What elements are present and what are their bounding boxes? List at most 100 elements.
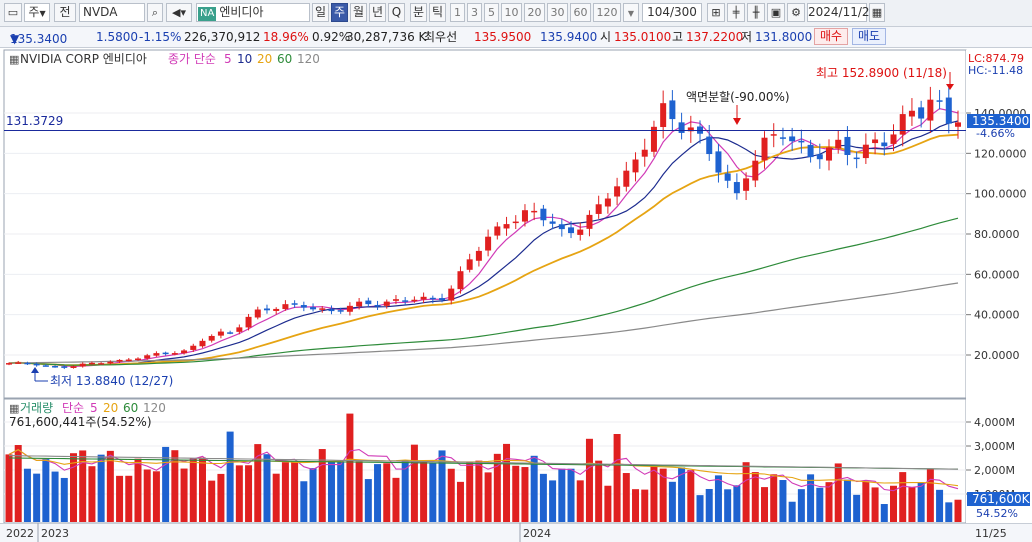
minute-30[interactable]: 30 <box>547 3 568 22</box>
candle-body <box>310 307 317 310</box>
candle-body <box>521 210 528 222</box>
period-month[interactable]: 월 <box>350 3 367 22</box>
candle-body <box>337 310 344 312</box>
count-field[interactable]: 104/300 <box>642 3 702 22</box>
volume-bar <box>235 465 243 522</box>
volume-bar <box>23 468 31 522</box>
period-day[interactable]: 일 <box>312 3 329 22</box>
high-value: 137.2200 <box>686 30 744 44</box>
candle-type-icon[interactable]: ╪ <box>727 3 745 22</box>
candle-body <box>816 154 823 160</box>
buy-button[interactable]: 매수 <box>814 28 848 45</box>
ma-legend-5: 5 <box>224 52 232 66</box>
candle-body <box>254 309 261 318</box>
candle-body <box>531 210 538 213</box>
period-tick[interactable]: 틱 <box>429 3 446 22</box>
date-field[interactable]: 2024/11/25 <box>807 3 877 22</box>
minute-20[interactable]: 20 <box>524 3 545 22</box>
open-value: 135.0100 <box>614 30 672 44</box>
volume-bar <box>134 458 142 522</box>
candle-body <box>706 136 713 155</box>
x-label-2023: 2023 <box>41 527 69 540</box>
lc-label: LC:874.79 <box>968 52 1024 65</box>
ratio-value: 0.92% <box>312 30 351 44</box>
candle-body <box>835 139 842 149</box>
candle-body <box>429 297 436 300</box>
period-quarter[interactable]: Q <box>388 3 405 22</box>
stock-name-field[interactable]: NA 엔비디아 <box>196 3 310 22</box>
amount-value: 30,287,736 K <box>346 30 427 44</box>
volume-tick-label: 2,000M <box>974 464 1015 477</box>
stock-chart[interactable]: 131.3729 ▦ NVIDIA CORP 엔비디아 종가 단순 5 10 2… <box>0 48 1032 542</box>
price-tick-label: 100.0000 <box>974 188 1027 201</box>
price-tick-label: 80.0000 <box>974 228 1020 241</box>
down-arrow-icon: ▼ <box>10 32 20 46</box>
candle-body <box>52 366 59 368</box>
all-button[interactable]: 전 <box>54 3 76 22</box>
candle-body <box>374 304 381 307</box>
period-minute[interactable]: 분 <box>410 3 427 22</box>
volume-bar <box>410 444 418 522</box>
sell-button[interactable]: 매도 <box>852 28 886 45</box>
candle-body <box>181 350 188 354</box>
calendar-icon[interactable]: ▦ <box>869 3 885 22</box>
symbol-input[interactable]: NVDA <box>79 3 145 22</box>
volume-bar <box>668 481 676 522</box>
volume-ma-lines <box>8 449 959 492</box>
minute-dropdown[interactable]: ▼ <box>623 3 639 22</box>
volume-bar <box>226 431 234 522</box>
candle-body <box>807 144 814 158</box>
window-icon[interactable]: ▭ <box>4 3 22 22</box>
candles <box>6 86 961 370</box>
volume-bar <box>880 504 888 522</box>
volume-bar <box>374 464 382 522</box>
ma-line-20 <box>8 133 959 367</box>
minute-60[interactable]: 60 <box>570 3 591 22</box>
period-year[interactable]: 년 <box>369 3 386 22</box>
grid-lines <box>4 112 966 356</box>
stock-title: NVIDIA CORP 엔비디아 <box>20 52 147 66</box>
speaker-icon[interactable]: ◀▾ <box>166 3 192 22</box>
volume-bar <box>549 480 557 522</box>
volume-bar <box>797 489 805 522</box>
candle-body <box>42 365 49 367</box>
candle-body <box>844 136 851 155</box>
volume-bar <box>309 468 317 522</box>
price-tick-label: 120.0000 <box>974 147 1027 160</box>
x-label-2024: 2024 <box>523 527 551 540</box>
vol-ma-5: 5 <box>90 401 98 415</box>
price-tick-label: 60.0000 <box>974 268 1020 281</box>
candle-body <box>291 303 298 305</box>
volume-title: 거래량 <box>20 401 53 415</box>
volume-bar <box>650 464 658 522</box>
count-value: 104/300 <box>647 5 697 19</box>
candle-body <box>798 140 805 143</box>
minute-5[interactable]: 5 <box>484 3 499 22</box>
low-arrow-icon <box>31 367 39 373</box>
volume-bar <box>632 489 640 522</box>
date-value: 2024/11/25 <box>808 5 878 19</box>
volume-bar <box>456 481 464 522</box>
current-volume-label: 761,600K <box>972 492 1031 506</box>
volume-bar <box>33 473 41 522</box>
settings-icon[interactable]: ⚙ <box>787 3 805 22</box>
grid-icon[interactable]: ⊞ <box>707 3 725 22</box>
best-label: 최우선 <box>424 30 458 44</box>
save-icon[interactable]: ▣ <box>767 3 785 22</box>
volume-bar <box>208 480 216 522</box>
candle-body <box>826 147 833 161</box>
minute-1[interactable]: 1 <box>450 3 465 22</box>
search-icon[interactable]: ⌕ <box>147 3 163 22</box>
candle-body <box>392 299 399 301</box>
volume-bar <box>816 487 824 522</box>
period-week[interactable]: 주 <box>331 3 348 22</box>
candle-body <box>936 100 943 102</box>
chart-type-icon[interactable]: ╫ <box>747 3 765 22</box>
minute-120[interactable]: 120 <box>593 3 621 22</box>
minute-10[interactable]: 10 <box>501 3 522 22</box>
minute-3[interactable]: 3 <box>467 3 482 22</box>
price-text: 135.3400 <box>10 32 68 46</box>
volume-bar <box>834 463 842 522</box>
market-select[interactable]: 주▼ <box>24 3 50 22</box>
candle-body <box>945 97 952 124</box>
